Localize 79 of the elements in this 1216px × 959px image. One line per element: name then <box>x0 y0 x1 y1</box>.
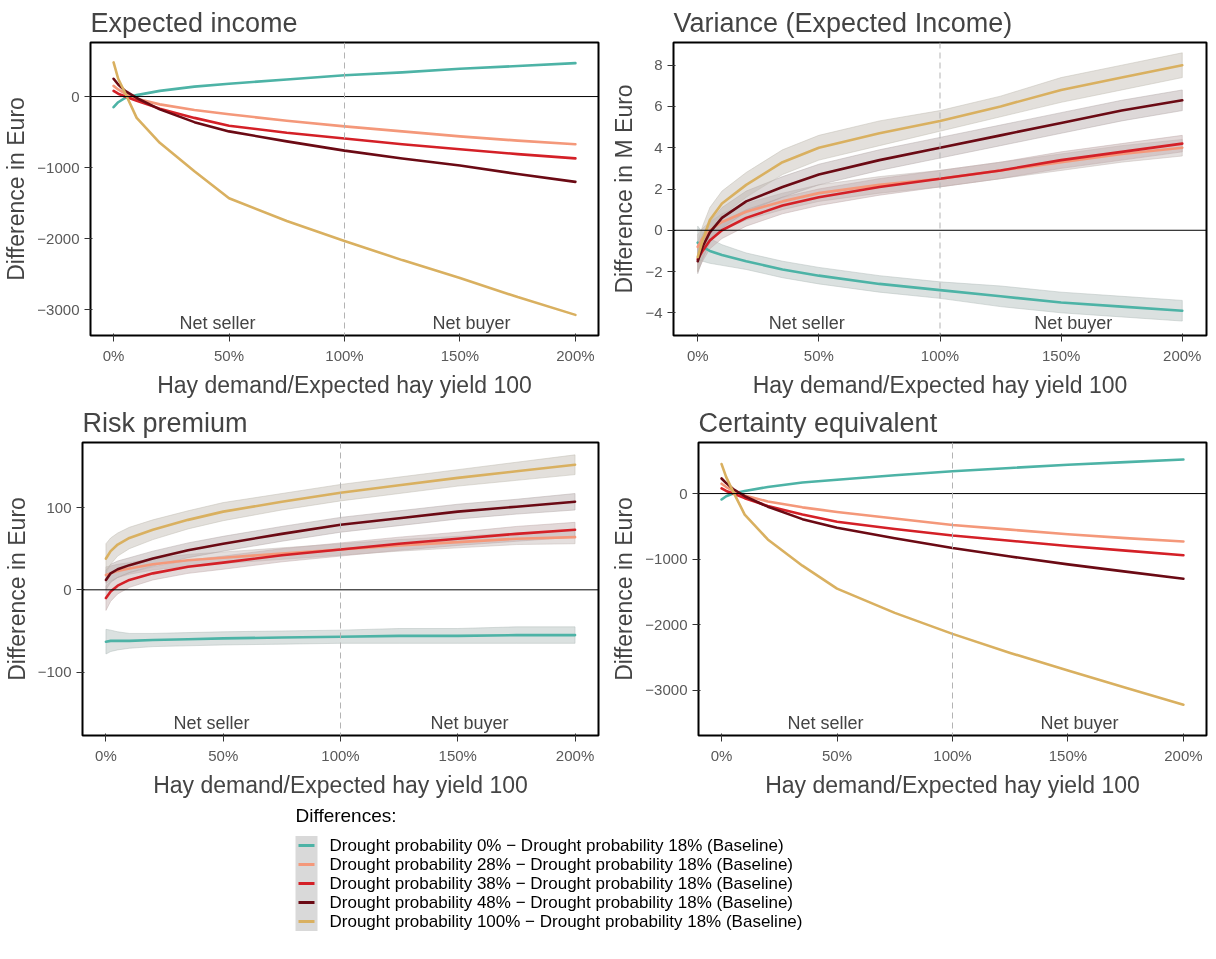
annotation: Net seller <box>173 712 250 733</box>
line-series <box>112 61 577 109</box>
y-axis-title: Difference in Euro <box>3 97 30 281</box>
y-tick-label: −3000 <box>37 300 80 318</box>
annotation: Net seller <box>787 712 864 733</box>
x-tick-label: 0% <box>710 746 733 764</box>
line-series <box>112 89 577 160</box>
x-tick-label: 50% <box>803 346 834 364</box>
chart-title: Certainty equivalent <box>698 407 938 438</box>
y-tick-label: 4 <box>654 138 663 156</box>
line-series <box>104 528 577 600</box>
y-tick-label: 6 <box>654 97 663 115</box>
x-tick-label: 200% <box>555 746 595 764</box>
y-tick-label: −2000 <box>645 615 688 633</box>
y-tick-label: 0 <box>679 484 688 502</box>
legend-label: Drought probability 38% − Drought probability 18% (Baseline) <box>329 874 794 893</box>
line-series <box>112 77 577 184</box>
line-series <box>720 477 1185 581</box>
chart-title: Expected income <box>90 7 298 38</box>
x-tick-label: 50% <box>208 746 239 764</box>
x-tick-label: 100% <box>933 746 972 764</box>
x-axis-title: Hay demand/Expected hay yield 100 <box>752 371 1128 398</box>
annotation: Net buyer <box>1034 312 1113 333</box>
y-tick-label: 100 <box>46 498 72 516</box>
x-tick-label: 50% <box>214 346 245 364</box>
x-tick-label: 50% <box>822 746 853 764</box>
annotation: Net buyer <box>1040 712 1119 733</box>
legend-label: Drought probability 48% − Drought probability 18% (Baseline) <box>329 893 794 912</box>
annotation: Net seller <box>768 312 845 333</box>
y-tick-label: −2000 <box>37 229 80 247</box>
line-series <box>696 241 1184 313</box>
legend-label: Drought probability 28% − Drought probability 18% (Baseline) <box>329 855 794 874</box>
line-series <box>720 482 1185 543</box>
x-tick-label: 200% <box>556 346 595 364</box>
legend-label: Drought probability 100% − Drought probability 18% (Baseline) <box>329 912 803 931</box>
x-tick-label: 200% <box>1164 746 1203 764</box>
y-axis-title: Difference in Euro <box>3 497 30 681</box>
x-tick-label: 150% <box>438 746 477 764</box>
x-tick-label: 150% <box>440 346 480 364</box>
annotation: Net buyer <box>430 712 509 733</box>
annotation: Net seller <box>179 312 256 333</box>
line-series <box>112 61 577 317</box>
x-tick-label: 100% <box>321 746 360 764</box>
line-series <box>104 500 577 582</box>
line-series <box>720 458 1185 501</box>
legend-label: Drought probability 0% − Drought probability 18% (Baseline) <box>329 836 784 855</box>
y-tick-label: −1000 <box>37 158 80 176</box>
x-tick-label: 0% <box>102 346 125 364</box>
chart-title: Risk premium <box>82 407 248 438</box>
x-axis-title: Hay demand/Expected hay yield 100 <box>157 371 532 398</box>
y-tick-label: 8 <box>654 56 663 74</box>
y-tick-label: −100 <box>37 663 72 681</box>
y-tick-label: 0 <box>63 580 72 598</box>
x-tick-label: 150% <box>1041 346 1081 364</box>
annotation: Net buyer <box>432 312 511 333</box>
line-series <box>104 633 577 643</box>
x-tick-label: 0% <box>95 746 117 764</box>
x-tick-label: 150% <box>1048 746 1088 764</box>
y-tick-label: −2 <box>645 262 663 280</box>
y-tick-label: −1000 <box>645 550 688 568</box>
x-tick-label: 200% <box>1163 346 1202 364</box>
y-tick-label: 2 <box>654 180 663 197</box>
line-series <box>720 462 1185 706</box>
x-tick-label: 0% <box>686 346 709 364</box>
y-tick-label: 0 <box>71 87 80 105</box>
line-series <box>112 84 577 146</box>
y-tick-label: −3000 <box>645 681 688 699</box>
y-axis-title: Difference in M Euro <box>611 84 638 294</box>
x-axis-title: Hay demand/Expected hay yield 100 <box>153 771 528 798</box>
x-tick-label: 100% <box>325 346 364 364</box>
x-tick-label: 100% <box>920 346 960 364</box>
y-tick-label: −4 <box>645 303 663 321</box>
line-series <box>720 487 1185 557</box>
x-axis-title: Hay demand/Expected hay yield 100 <box>765 771 1140 798</box>
y-tick-label: 0 <box>654 221 663 239</box>
legend-title: Differences: <box>295 805 397 826</box>
y-axis-title: Difference in Euro <box>611 497 638 681</box>
line-series <box>104 463 577 560</box>
chart-title: Variance (Expected Income) <box>673 7 1013 38</box>
